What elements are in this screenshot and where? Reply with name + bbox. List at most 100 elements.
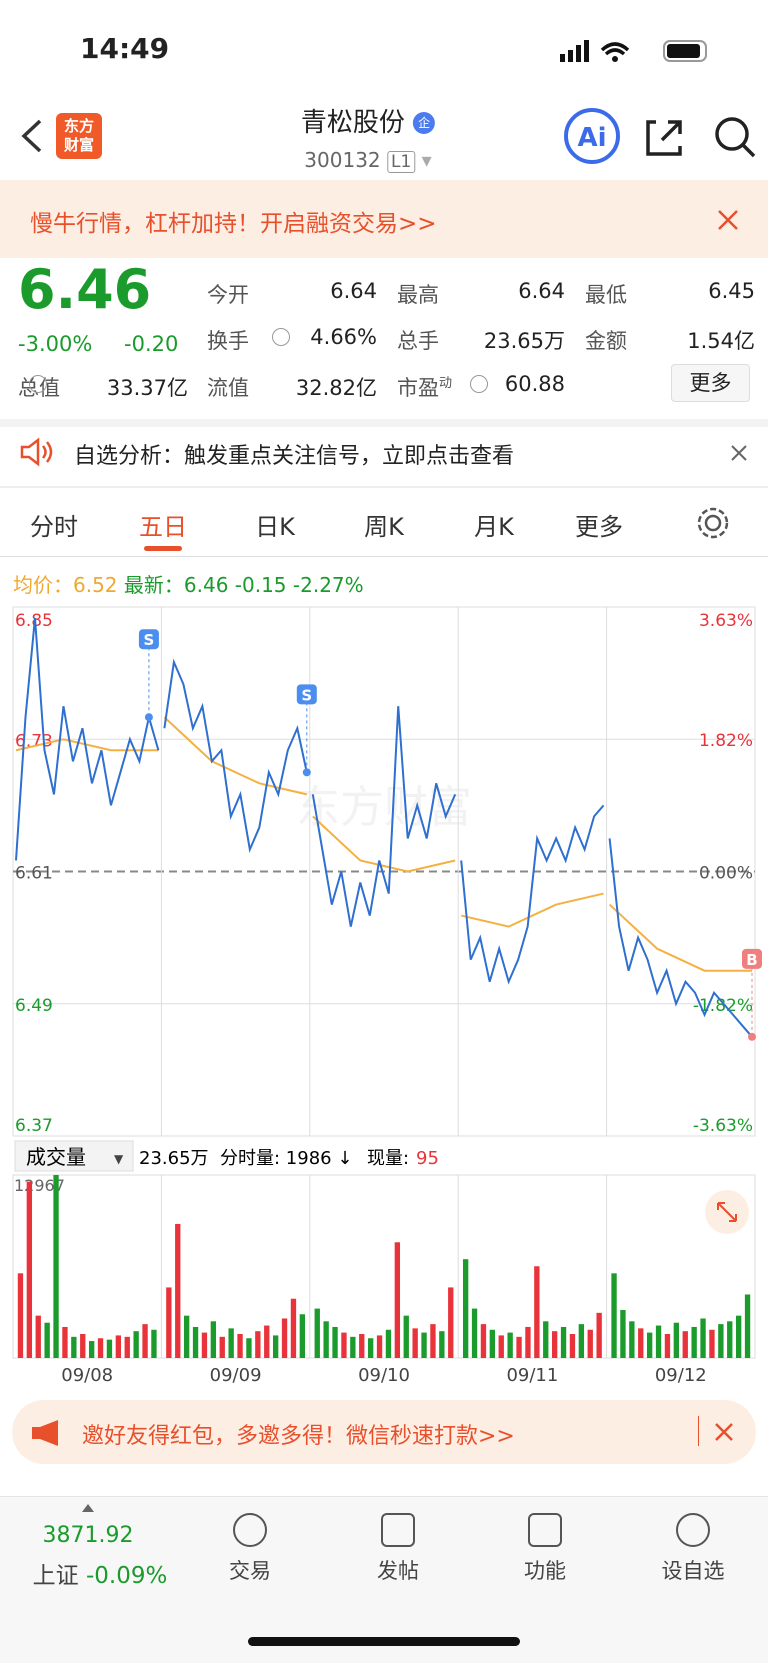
stock-name: 青松股份 企 — [300, 102, 436, 139]
marker-dot — [144, 713, 153, 722]
promo[interactable]: 邀好友得红包，多邀多得！微信秒速打款>> — [12, 1400, 756, 1464]
volume-bar — [638, 1328, 644, 1358]
volume-bar — [88, 1341, 95, 1358]
tab[interactable]: 月K — [474, 513, 514, 541]
marker-label: S — [301, 686, 312, 704]
volume-bar — [412, 1328, 418, 1358]
volume-bar — [560, 1326, 567, 1358]
intraday-chart: 东方财富6.856.736.616.496.373.63%1.82%0.00%-… — [12, 606, 762, 1386]
level: L1 — [387, 151, 416, 173]
volume-bar — [587, 1329, 593, 1358]
speaker-icon — [20, 437, 53, 467]
back-button[interactable] — [18, 118, 48, 154]
field-sup: 动 — [439, 376, 453, 391]
tab[interactable]: 分时 — [30, 513, 78, 541]
volume-bar — [290, 1298, 297, 1358]
volume-bar — [359, 1334, 365, 1358]
more-button[interactable]: 更多 — [671, 364, 750, 402]
field-value: 23.65万 — [483, 329, 565, 353]
volume-bar — [62, 1326, 68, 1358]
header-icons[interactable]: Ai — [562, 106, 762, 166]
nav-icon[interactable] — [676, 1513, 710, 1547]
tab[interactable]: 周K — [364, 513, 404, 541]
tab[interactable]: 更多 — [575, 513, 623, 541]
close[interactable] — [716, 208, 740, 232]
field-label: 市盈动 — [397, 376, 453, 400]
volume-bar — [691, 1326, 697, 1358]
avg-line — [608, 903, 752, 972]
y-tick-label: 6.61 — [15, 864, 53, 884]
y-tick-label: 6.37 — [15, 1116, 53, 1136]
nav-label[interactable]: 设自选 — [661, 1559, 725, 1583]
volume-bar — [700, 1318, 706, 1358]
volume-bar — [44, 1322, 50, 1358]
volume-bar — [192, 1326, 199, 1358]
volume-bar — [551, 1331, 558, 1358]
volume-bar — [744, 1294, 751, 1358]
volume-bar — [507, 1332, 513, 1358]
volume-bar — [71, 1336, 77, 1358]
marker-label: S — [144, 631, 155, 649]
volume-bar — [237, 1334, 243, 1358]
badge: 企 — [413, 112, 436, 134]
volume-bar — [151, 1329, 157, 1358]
nav-label[interactable]: 交易 — [229, 1559, 271, 1583]
volume-bar — [489, 1329, 496, 1358]
volume-bar — [394, 1242, 401, 1358]
volume-bar — [534, 1266, 540, 1358]
code: 300132 — [304, 148, 381, 172]
volume-bar — [246, 1338, 252, 1358]
nav-label[interactable]: 功能 — [524, 1559, 566, 1583]
tab[interactable]: 五日 — [139, 513, 187, 541]
y2-tick-label: 0.00% — [699, 864, 753, 884]
close[interactable] — [714, 1422, 734, 1442]
volume-bar — [735, 1315, 742, 1358]
nav-icon[interactable] — [381, 1513, 415, 1547]
logo-text: 东方 — [63, 117, 94, 135]
tab[interactable]: 日K — [255, 513, 295, 541]
volume-bar — [255, 1331, 261, 1358]
avg-line — [460, 892, 604, 928]
avg: 6.52 — [73, 573, 118, 597]
field-value: 6.64 — [518, 279, 565, 303]
marker-box — [296, 684, 317, 705]
price-line — [460, 804, 605, 985]
volume-bar — [201, 1332, 208, 1358]
volume-bar — [80, 1334, 86, 1358]
stock-code: 300132 L1 ▾ — [304, 148, 432, 173]
close[interactable] — [730, 444, 748, 462]
date-label: 09/10 — [358, 1365, 410, 1386]
promo-text: 邀好友得红包，多邀多得！微信秒速打款>> — [82, 1424, 515, 1449]
nav-icon[interactable] — [233, 1513, 267, 1547]
volume-bar — [385, 1329, 392, 1358]
nav-label[interactable]: 发帖 — [377, 1559, 419, 1583]
field-label: 总手 — [397, 329, 439, 353]
field-value: 1.54亿 — [687, 329, 755, 353]
total-value: 33.37亿 — [106, 376, 188, 400]
notice-text[interactable]: 自选分析：触发重点关注信号，立即点击查看 — [74, 444, 515, 469]
index-line[interactable]: 上证 -0.09% — [33, 1556, 168, 1590]
date-label: 09/09 — [210, 1365, 262, 1386]
nav-icon[interactable] — [528, 1513, 562, 1547]
banner[interactable]: 慢牛行情，杠杆加持！开启融资交易>> — [0, 180, 768, 258]
info-icon — [272, 328, 290, 346]
volume-bar — [115, 1335, 122, 1358]
status-icons — [560, 40, 707, 62]
field-label: 流值 — [207, 376, 249, 400]
arrow — [82, 1504, 94, 1512]
marker-label: B — [746, 951, 757, 969]
volume-bar — [264, 1325, 270, 1358]
index-name: 上证 — [32, 1563, 79, 1589]
index-value[interactable]: 3871.92 — [42, 1523, 134, 1548]
volume-selector — [14, 1140, 134, 1172]
app-logo[interactable]: 东方 财富 — [56, 113, 102, 159]
volume-bar — [26, 1181, 33, 1358]
volume-bar — [439, 1331, 445, 1358]
bottom-bar — [0, 1496, 768, 1663]
name: 青松股份 — [300, 108, 405, 138]
separator — [698, 1416, 699, 1446]
volume-bar — [629, 1321, 635, 1358]
settings[interactable] — [695, 505, 731, 541]
volume-period: 分时量: 1986 ↓ — [220, 1148, 352, 1169]
volume-bar — [228, 1328, 234, 1358]
